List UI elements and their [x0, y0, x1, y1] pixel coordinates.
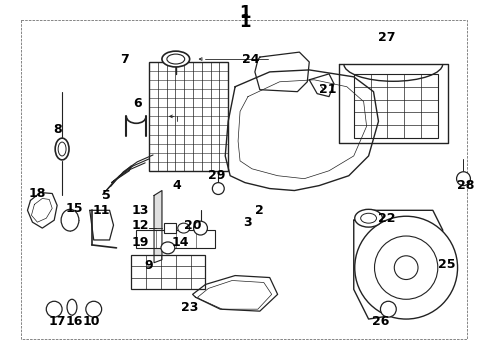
Text: 8: 8 — [53, 123, 61, 136]
Ellipse shape — [67, 299, 77, 315]
Text: 19: 19 — [132, 237, 149, 249]
Text: 24: 24 — [243, 53, 260, 66]
Polygon shape — [90, 210, 114, 240]
Text: 15: 15 — [65, 202, 83, 215]
Text: 16: 16 — [65, 315, 83, 328]
Circle shape — [355, 216, 458, 319]
Text: 23: 23 — [181, 301, 198, 314]
Text: 11: 11 — [93, 204, 110, 217]
Polygon shape — [339, 64, 448, 143]
Ellipse shape — [161, 242, 175, 254]
Text: 12: 12 — [132, 219, 149, 231]
Polygon shape — [27, 193, 57, 228]
Bar — [164, 223, 176, 233]
Circle shape — [194, 221, 207, 235]
Polygon shape — [354, 210, 443, 319]
Text: 2: 2 — [255, 204, 264, 217]
Ellipse shape — [178, 223, 190, 233]
Text: 20: 20 — [184, 219, 201, 231]
Bar — [136, 230, 215, 248]
Text: 25: 25 — [438, 258, 455, 271]
Circle shape — [380, 301, 396, 317]
Ellipse shape — [355, 209, 382, 227]
Text: 22: 22 — [378, 212, 396, 225]
Bar — [131, 255, 205, 289]
Circle shape — [86, 301, 101, 317]
Text: 6: 6 — [133, 97, 142, 110]
Circle shape — [457, 172, 470, 186]
Polygon shape — [193, 275, 278, 311]
Text: 14: 14 — [172, 237, 190, 249]
Text: 28: 28 — [457, 179, 474, 192]
Circle shape — [46, 301, 62, 317]
Text: 4: 4 — [172, 179, 181, 192]
Polygon shape — [225, 70, 378, 190]
Bar — [21, 21, 467, 339]
Text: 9: 9 — [145, 259, 153, 272]
Bar — [354, 74, 438, 138]
Text: 29: 29 — [208, 169, 225, 182]
Text: 26: 26 — [372, 315, 389, 328]
Text: 5: 5 — [102, 189, 111, 202]
Text: 17: 17 — [49, 315, 66, 328]
Polygon shape — [154, 190, 162, 263]
Text: 7: 7 — [121, 53, 129, 66]
Ellipse shape — [55, 138, 69, 160]
Polygon shape — [112, 166, 131, 183]
Polygon shape — [309, 74, 334, 96]
Text: 18: 18 — [29, 187, 46, 200]
Circle shape — [374, 236, 438, 299]
Ellipse shape — [61, 209, 79, 231]
Text: 13: 13 — [132, 204, 149, 217]
Ellipse shape — [162, 51, 190, 67]
Circle shape — [394, 256, 418, 279]
Text: 10: 10 — [83, 315, 100, 328]
Polygon shape — [255, 52, 309, 92]
Text: 3: 3 — [244, 216, 252, 229]
Text: 21: 21 — [319, 83, 337, 96]
Circle shape — [212, 183, 224, 194]
Text: 27: 27 — [378, 31, 395, 44]
Text: 1: 1 — [239, 4, 251, 22]
Bar — [149, 62, 228, 171]
Text: 1: 1 — [239, 13, 251, 31]
